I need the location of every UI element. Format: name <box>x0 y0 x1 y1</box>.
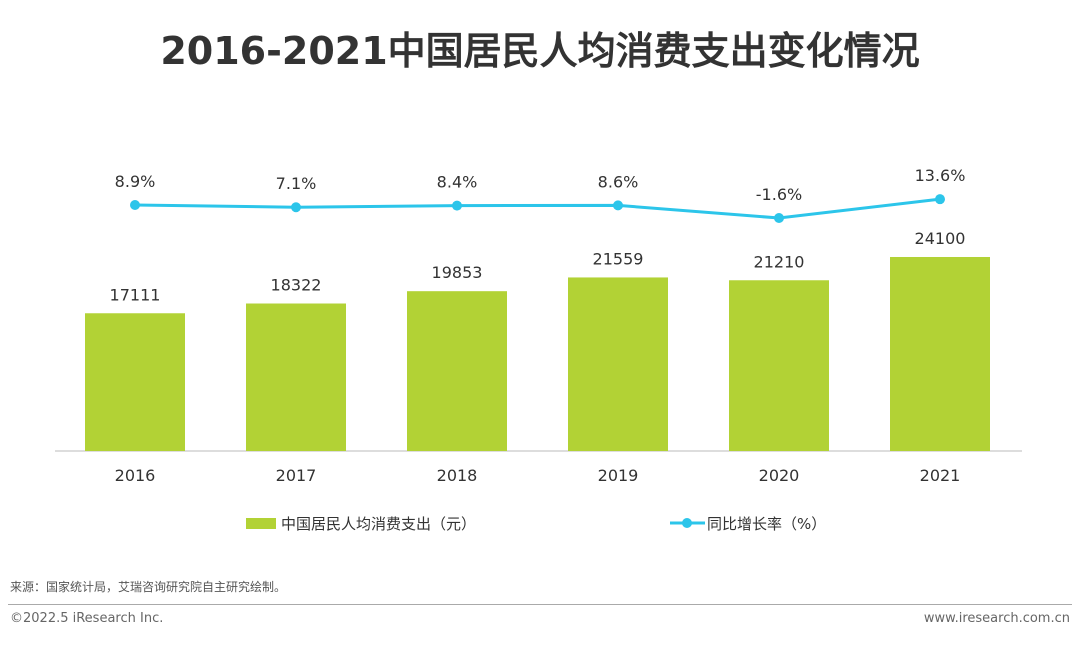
growth-point-2021 <box>935 194 945 205</box>
bar-2016 <box>85 313 185 451</box>
growth-line <box>134 197 941 220</box>
bar-label-2019: 21559 <box>593 249 644 268</box>
legend-line-label: 同比增长率（%） <box>707 515 826 533</box>
bar-2020 <box>729 280 829 451</box>
bar-label-2018: 19853 <box>432 263 483 282</box>
x-tick-2019: 2019 <box>598 466 639 485</box>
chart-svg: 17111 2016 18322 2017 19853 2018 21559 2019 2121… <box>55 166 1022 533</box>
legend-bar-swatch <box>246 518 276 529</box>
bar-2019 <box>568 277 668 451</box>
x-tick-2020: 2020 <box>759 466 800 485</box>
source-note: 来源：国家统计局，艾瑞咨询研究院自主研究绘制。 <box>10 580 287 594</box>
growth-label-2021: 13.6% <box>915 166 966 185</box>
x-tick-2018: 2018 <box>437 466 478 485</box>
growth-label-2020: -1.6% <box>756 185 802 204</box>
x-tick-2017: 2017 <box>276 466 317 485</box>
legend-line-marker <box>682 518 692 528</box>
copyright: ©2022.5 iResearch Inc. <box>10 611 164 626</box>
legend-bar-label: 中国居民人均消费支出（元） <box>281 515 476 533</box>
chart-title: 2016-2021中国居民人均消费支出变化情况 <box>160 29 920 73</box>
bar-label-2017: 18322 <box>271 276 322 295</box>
x-tick-2016: 2016 <box>115 466 156 485</box>
growth-point-2019 <box>613 200 623 211</box>
bar-2017 <box>246 303 346 451</box>
x-tick-2021: 2021 <box>920 466 961 485</box>
growth-point-2017 <box>291 202 301 213</box>
growth-label-2018: 8.4% <box>437 173 478 192</box>
bar-label-2020: 21210 <box>754 252 805 271</box>
growth-point-2016 <box>130 200 140 210</box>
growth-label-2019: 8.6% <box>598 172 639 191</box>
website: www.iresearch.com.cn <box>923 611 1070 626</box>
bar-2021 <box>890 256 990 451</box>
growth-label-2017: 7.1% <box>276 174 317 193</box>
bar-label-2021: 24100 <box>915 229 966 248</box>
bar-label-2016: 17111 <box>110 285 161 304</box>
growth-point-2018 <box>452 200 462 211</box>
growth-point-2020 <box>774 213 784 224</box>
growth-label-2016: 8.9% <box>115 172 156 191</box>
bar-2018 <box>407 291 507 451</box>
divider <box>8 604 1072 605</box>
